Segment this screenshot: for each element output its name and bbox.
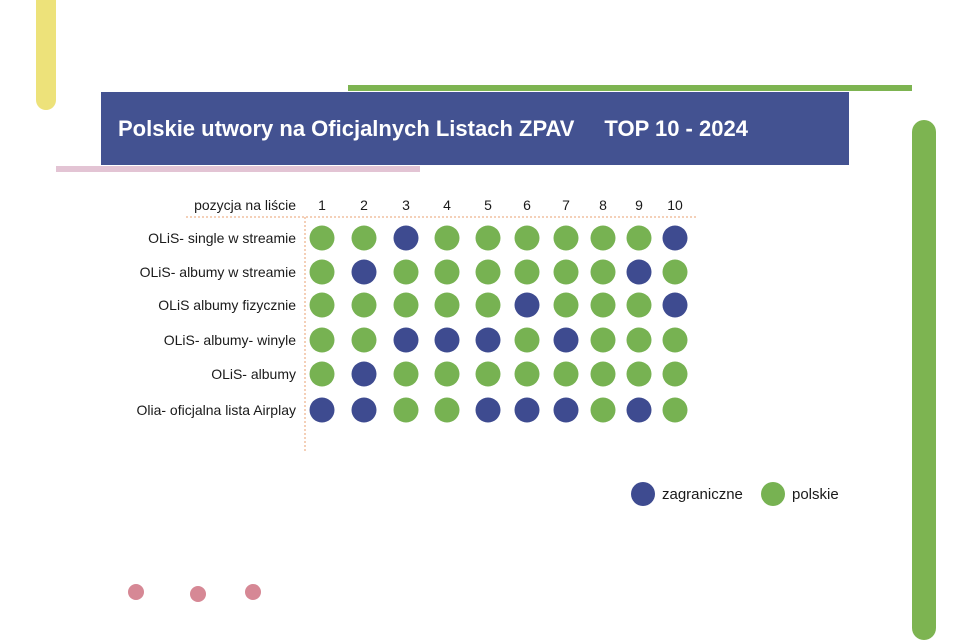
- legend-swatch-polish: [761, 482, 785, 506]
- dot-polskie: [393, 361, 419, 387]
- legend-item-polish: polskie: [761, 482, 839, 506]
- dot-polskie: [309, 361, 335, 387]
- column-header: 6: [523, 197, 531, 213]
- row-label: OLiS- albumy: [211, 366, 296, 382]
- dot-polskie: [590, 397, 616, 423]
- dot-polskie: [475, 361, 501, 387]
- dot-polskie: [553, 292, 579, 318]
- dot-polskie: [393, 397, 419, 423]
- dot-polskie: [553, 361, 579, 387]
- dot-polskie: [475, 225, 501, 251]
- dot-polskie: [434, 361, 460, 387]
- dot-zagraniczne: [351, 361, 377, 387]
- decorative-dot: [128, 584, 144, 600]
- dot-polskie: [514, 327, 540, 353]
- dot-polskie: [514, 225, 540, 251]
- legend-label-foreign: zagraniczne: [662, 485, 743, 503]
- column-header: 3: [402, 197, 410, 213]
- decorative-green-bar: [912, 120, 936, 640]
- dot-zagraniczne: [393, 225, 419, 251]
- decorative-yellow-stroke: [36, 0, 56, 110]
- dot-polskie: [590, 225, 616, 251]
- dot-polskie: [309, 292, 335, 318]
- dot-polskie: [434, 225, 460, 251]
- dot-zagraniczne: [553, 327, 579, 353]
- dot-polskie: [662, 361, 688, 387]
- dot-polskie: [434, 397, 460, 423]
- dot-zagraniczne: [351, 397, 377, 423]
- column-header: 2: [360, 197, 368, 213]
- chart-title: Polskie utwory na Oficjalnych Listach ZP…: [118, 115, 575, 141]
- dot-polskie: [590, 361, 616, 387]
- row-label: OLiS- albumy w streamie: [140, 264, 297, 280]
- dot-polskie: [309, 327, 335, 353]
- dot-polskie: [626, 225, 652, 251]
- column-header: 7: [562, 197, 570, 213]
- dot-polskie: [351, 327, 377, 353]
- dot-zagraniczne: [475, 397, 501, 423]
- row-label: OLiS albumy fizycznie: [158, 297, 296, 313]
- dot-zagraniczne: [434, 327, 460, 353]
- column-header: 10: [667, 197, 683, 213]
- decorative-green-line: [348, 85, 912, 91]
- decorative-dot: [190, 586, 206, 602]
- legend-label-polish: polskie: [792, 485, 839, 503]
- dot-zagraniczne: [475, 327, 501, 353]
- legend-swatch-foreign: [631, 482, 655, 506]
- dot-polskie: [514, 259, 540, 285]
- dot-polskie: [475, 292, 501, 318]
- legend-item-foreign: zagraniczne: [631, 482, 743, 506]
- dot-zagraniczne: [393, 327, 419, 353]
- dot-zagraniczne: [514, 397, 540, 423]
- dot-polskie: [553, 259, 579, 285]
- row-label: OLiS- single w streamie: [148, 230, 296, 246]
- dot-polskie: [434, 259, 460, 285]
- dot-polskie: [626, 361, 652, 387]
- row-label: Olia- oficjalna lista Airplay: [136, 402, 296, 418]
- dot-polskie: [393, 259, 419, 285]
- dot-polskie: [662, 397, 688, 423]
- dot-polskie: [514, 361, 540, 387]
- dot-zagraniczne: [309, 397, 335, 423]
- dot-zagraniczne: [662, 292, 688, 318]
- dot-polskie: [309, 259, 335, 285]
- row-label: OLiS- albumy- winyle: [164, 332, 296, 348]
- dot-polskie: [590, 259, 616, 285]
- dot-polskie: [626, 327, 652, 353]
- decorative-pink-line: [56, 166, 420, 172]
- column-header: 9: [635, 197, 643, 213]
- dot-matrix-chart: pozycja na liście 1 2 3 4 5 6 7 8 9 10 OLiS- single…: [136, 197, 697, 452]
- dot-polskie: [590, 292, 616, 318]
- decorative-dot: [245, 584, 261, 600]
- dot-zagraniczne: [514, 292, 540, 318]
- dot-zagraniczne: [626, 259, 652, 285]
- dot-polskie: [626, 292, 652, 318]
- chart-subtitle: TOP 10 - 2024: [604, 115, 748, 141]
- dot-zagraniczne: [626, 397, 652, 423]
- dot-polskie: [475, 259, 501, 285]
- dot-polskie: [351, 225, 377, 251]
- dot-polskie: [553, 225, 579, 251]
- column-header: 1: [318, 197, 326, 213]
- dot-polskie: [662, 259, 688, 285]
- dot-polskie: [351, 292, 377, 318]
- column-header: 5: [484, 197, 492, 213]
- dot-zagraniczne: [351, 259, 377, 285]
- dot-zagraniczne: [553, 397, 579, 423]
- dot-polskie: [590, 327, 616, 353]
- dot-zagraniczne: [662, 225, 688, 251]
- column-header: 4: [443, 197, 451, 213]
- header-label: pozycja na liście: [194, 197, 296, 213]
- dot-polskie: [662, 327, 688, 353]
- column-header: 8: [599, 197, 607, 213]
- dot-polskie: [309, 225, 335, 251]
- dot-polskie: [393, 292, 419, 318]
- title-banner: Polskie utwory na Oficjalnych Listach ZP…: [101, 92, 849, 165]
- dot-polskie: [434, 292, 460, 318]
